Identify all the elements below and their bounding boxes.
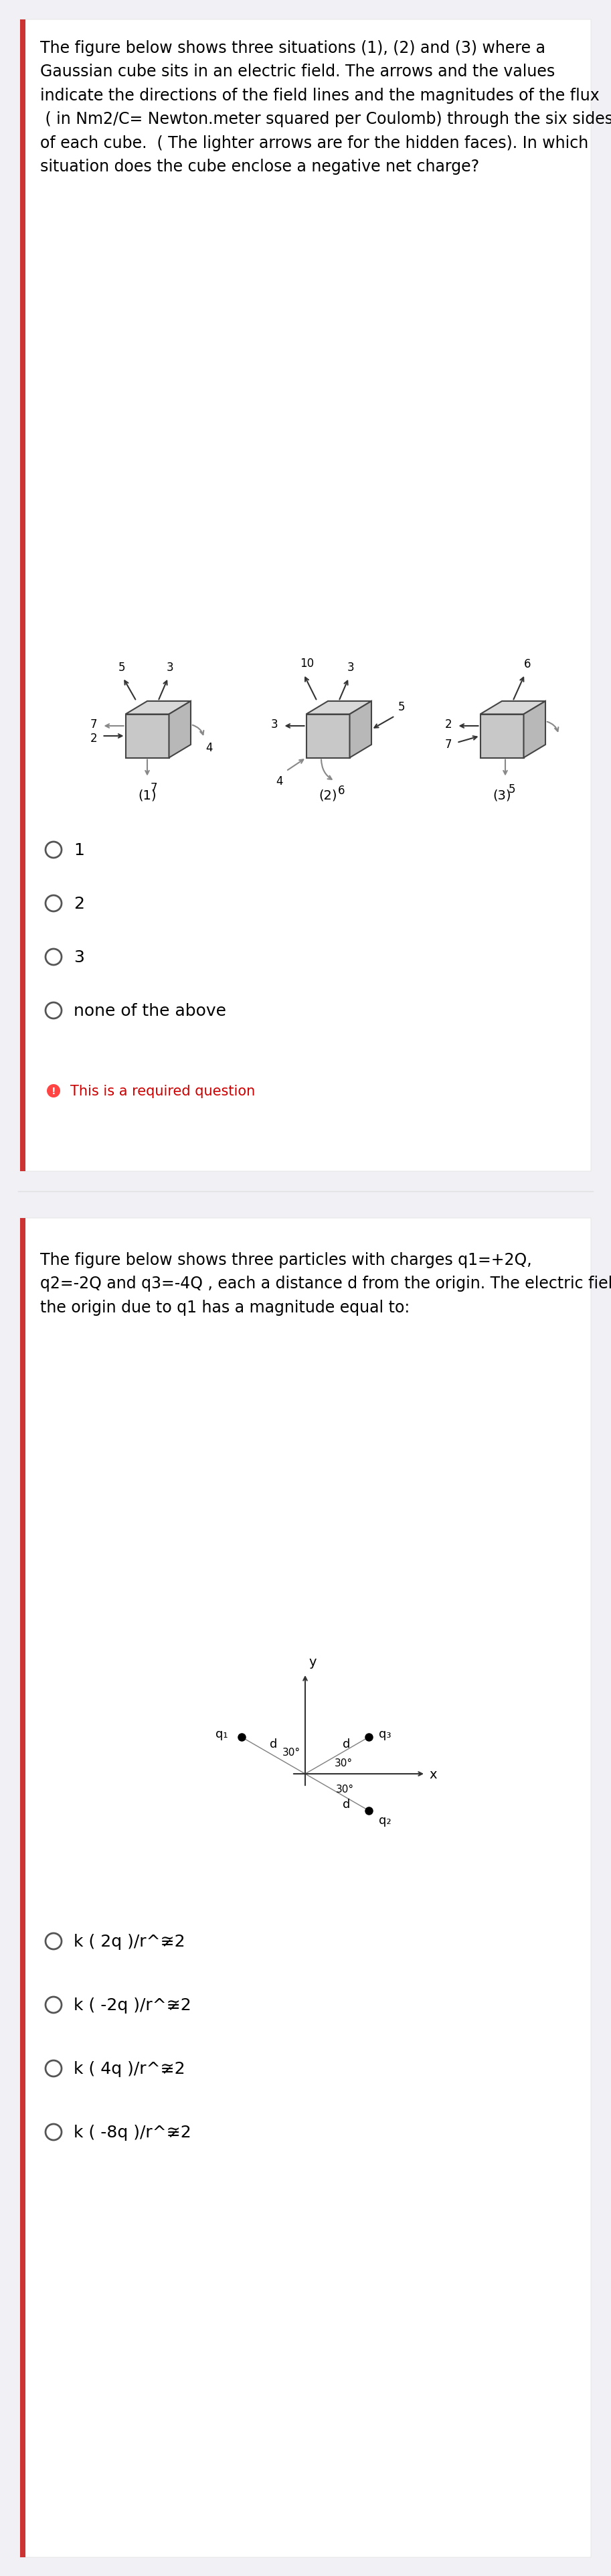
Text: k ( -2q )/r^≆2: k ( -2q )/r^≆2 (73, 1996, 191, 2012)
Text: 5: 5 (118, 662, 125, 672)
Text: This is a required question: This is a required question (70, 1084, 255, 1097)
Polygon shape (524, 701, 546, 757)
Polygon shape (349, 701, 371, 757)
Text: 5: 5 (398, 701, 405, 714)
Text: (1): (1) (138, 788, 156, 801)
Text: (3): (3) (492, 788, 511, 801)
Text: 4: 4 (205, 742, 213, 755)
Text: 6: 6 (524, 657, 531, 670)
Text: 30°: 30° (334, 1759, 353, 1767)
Text: 4: 4 (276, 775, 283, 786)
Text: y: y (309, 1656, 316, 1669)
Text: !: ! (51, 1087, 56, 1095)
Text: x: x (429, 1767, 437, 1780)
FancyBboxPatch shape (20, 21, 591, 1172)
Text: d: d (342, 1739, 350, 1749)
Polygon shape (480, 701, 546, 714)
Text: 10: 10 (300, 657, 314, 670)
Text: d: d (342, 1798, 350, 1811)
Text: 1: 1 (73, 842, 84, 858)
Text: 30°: 30° (335, 1783, 354, 1793)
Text: 3: 3 (167, 662, 174, 672)
Bar (20, 1218, 26, 2558)
Polygon shape (306, 701, 371, 714)
Text: 7: 7 (445, 739, 452, 750)
Text: d: d (269, 1739, 277, 1749)
Text: 2: 2 (73, 896, 84, 912)
Text: 30°: 30° (282, 1747, 301, 1757)
Text: The figure below shows three particles with charges q1=+2Q,
q2=-2Q and q3=-4Q , : The figure below shows three particles w… (40, 1252, 611, 1316)
Polygon shape (125, 714, 169, 757)
Text: q₁: q₁ (216, 1728, 228, 1739)
Polygon shape (169, 701, 191, 757)
Text: none of the above: none of the above (73, 1002, 226, 1020)
Circle shape (47, 1084, 60, 1097)
Text: The figure below shows three situations (1), (2) and (3) where a
Gaussian cube s: The figure below shows three situations … (40, 41, 611, 175)
Bar (20, 21, 26, 1172)
Text: k ( -8q )/r^≆2: k ( -8q )/r^≆2 (73, 2125, 191, 2141)
Text: 3: 3 (347, 662, 354, 672)
Text: k ( 4q )/r^≆2: k ( 4q )/r^≆2 (73, 2061, 185, 2076)
Text: 3: 3 (73, 951, 84, 966)
Text: 2: 2 (445, 719, 452, 732)
Text: 3: 3 (271, 719, 278, 732)
Text: 7: 7 (150, 781, 158, 793)
Polygon shape (306, 714, 349, 757)
Text: 5: 5 (508, 783, 516, 796)
Polygon shape (480, 714, 524, 757)
Text: q₃: q₃ (379, 1728, 391, 1739)
Text: k ( 2q )/r^≆2: k ( 2q )/r^≆2 (73, 1935, 185, 1950)
Text: q₂: q₂ (379, 1814, 392, 1826)
Text: (2): (2) (319, 788, 337, 801)
Text: 2: 2 (90, 732, 97, 744)
Polygon shape (125, 701, 191, 714)
Text: 7: 7 (90, 719, 97, 732)
Text: 6: 6 (338, 786, 345, 796)
FancyBboxPatch shape (20, 1218, 591, 2558)
